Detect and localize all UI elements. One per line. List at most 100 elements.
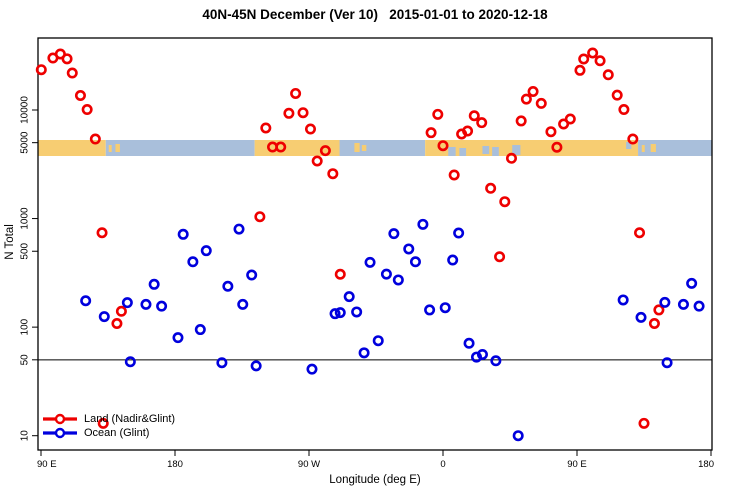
land-point (618, 104, 630, 116)
ocean-point (403, 243, 415, 255)
ocean-point (246, 269, 258, 281)
land-point (587, 47, 599, 59)
ocean-marker-icon (43, 427, 77, 439)
y-tick-label: 10000 (20, 96, 31, 124)
land-point (74, 89, 86, 101)
ocean-point (463, 337, 475, 349)
land-point (448, 169, 460, 181)
ocean-point (194, 324, 206, 336)
ocean-point (417, 218, 429, 230)
y-tick-label: 500 (20, 242, 31, 259)
ocean-point (364, 256, 376, 268)
legend: Land (Nadir&Glint) Ocean (Glint) (42, 412, 175, 440)
land-point (494, 251, 506, 263)
land-point (81, 104, 93, 116)
ocean-point (177, 228, 189, 240)
land-point (260, 122, 272, 134)
x-tick-label: 180 (698, 459, 714, 470)
y-tick-label: 5000 (20, 131, 31, 154)
land-point (89, 133, 101, 145)
ocean-point (306, 363, 318, 375)
y-tick-label: 50 (20, 354, 31, 366)
legend-item-land: Land (Nadir&Glint) (42, 412, 175, 426)
legend-label-land: Land (Nadir&Glint) (84, 413, 176, 425)
ocean-point (380, 268, 392, 280)
map-strip-segment (105, 140, 255, 156)
map-strip-segment (339, 140, 426, 156)
map-strip-speck (448, 147, 456, 156)
land-point (558, 118, 570, 130)
map-strip-speck (650, 144, 656, 152)
land-point (66, 67, 78, 79)
land-point (283, 107, 295, 119)
land-point (462, 125, 474, 137)
land-point (476, 117, 488, 129)
x-tick-label: 180 (167, 459, 183, 470)
ocean-point (156, 300, 168, 312)
land-point (602, 69, 614, 81)
ocean-point (343, 291, 355, 303)
land-marker-icon (43, 413, 77, 425)
land-point (61, 53, 73, 65)
land-point (432, 108, 444, 120)
x-tick-label: 90 W (298, 459, 320, 470)
x-axis-label: Longitude (deg E) (329, 474, 421, 486)
ocean-point (424, 304, 436, 316)
land-point (311, 155, 323, 167)
ocean-point (617, 294, 629, 306)
ocean-point (388, 228, 400, 240)
y-tick-label: 10 (20, 430, 31, 442)
land-point (290, 87, 302, 99)
ocean-point (121, 297, 133, 309)
land-point (96, 227, 108, 239)
land-point (578, 53, 590, 65)
map-strip-segment (38, 140, 106, 156)
ocean-point (409, 256, 421, 268)
ocean-point (98, 311, 110, 323)
chart-title: 40N-45N December (Ver 10) 2015-01-01 to … (202, 7, 548, 22)
land-point (327, 168, 339, 180)
y-tick-label: 100 (20, 318, 31, 335)
x-tick-label: 90 E (37, 459, 57, 470)
land-point (275, 141, 287, 153)
ocean-point (490, 355, 502, 367)
land-point (634, 227, 646, 239)
land-point (564, 113, 576, 125)
land-point (611, 89, 623, 101)
ocean-point (439, 302, 451, 314)
land-point (115, 305, 127, 317)
ocean-point (686, 277, 698, 289)
land-point (574, 64, 586, 76)
map-strip-speck (354, 143, 360, 152)
land-point (515, 115, 527, 127)
land-point (254, 211, 266, 223)
land-point (425, 127, 437, 139)
map-strip-speck (108, 145, 112, 152)
land-point (638, 417, 650, 429)
land-point (527, 86, 539, 98)
legend-item-ocean: Ocean (Glint) (42, 426, 175, 440)
ocean-point (233, 223, 245, 235)
land-point (297, 107, 309, 119)
land-point (505, 152, 517, 164)
ocean-point (372, 335, 384, 347)
x-tick-label: 90 E (567, 459, 587, 470)
land-point (551, 141, 563, 153)
ocean-point (80, 295, 92, 307)
ocean-point (334, 307, 346, 319)
ocean-point (200, 245, 212, 257)
ocean-point (512, 430, 524, 442)
land-point (520, 93, 532, 105)
land-point (535, 97, 547, 109)
map-strip-segment (638, 140, 712, 156)
ocean-point (237, 298, 249, 310)
land-point (319, 145, 331, 157)
plot-frame (37, 37, 713, 451)
land-point (35, 64, 47, 76)
ocean-point (635, 311, 647, 323)
land-point (111, 318, 123, 330)
ocean-point (358, 347, 370, 359)
ocean-point (148, 278, 160, 290)
